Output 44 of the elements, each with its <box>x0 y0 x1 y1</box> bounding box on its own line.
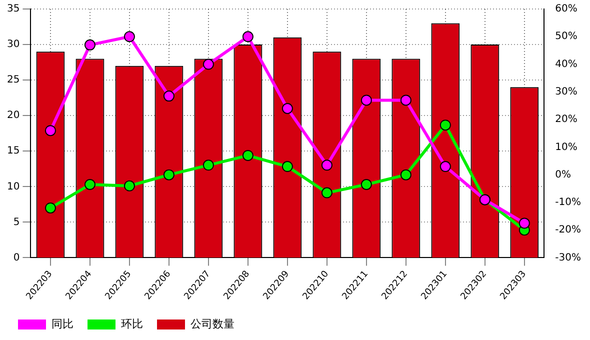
point <box>202 160 214 171</box>
y2-tick-label: -30% <box>555 252 582 264</box>
y2-tick-label: 50% <box>555 31 578 42</box>
point <box>124 31 135 42</box>
y-tick-label: 30 <box>6 39 20 50</box>
point <box>321 160 332 171</box>
point <box>360 94 372 106</box>
y2-tick-label: 20% <box>555 114 578 126</box>
legend-label: 环比 <box>121 317 143 330</box>
y-tick-label: 10 <box>6 181 20 192</box>
point <box>44 125 56 136</box>
y-tick-label: 5 <box>13 216 20 228</box>
point <box>440 120 451 131</box>
point <box>440 161 451 172</box>
legend-label: 同比 <box>52 317 74 330</box>
point <box>242 150 254 161</box>
legend-label: 公司数量 <box>190 317 234 330</box>
point <box>518 218 530 229</box>
point <box>242 31 254 42</box>
point <box>321 187 332 198</box>
y-tick-label: 15 <box>6 146 20 157</box>
y2-tick-label: 30% <box>555 86 578 98</box>
point <box>282 102 293 114</box>
y2-tick-label: -10% <box>555 197 582 208</box>
y-tick-label: 25 <box>6 74 20 86</box>
point <box>202 58 214 70</box>
point <box>44 202 56 214</box>
point <box>400 169 412 180</box>
y2-tick-label: 60% <box>555 4 578 15</box>
y-tick-label: 35 <box>6 4 20 15</box>
y2-tick-label: 40% <box>555 58 578 70</box>
point <box>163 169 174 180</box>
y2-tick-label: -20% <box>555 224 582 236</box>
point <box>84 179 96 190</box>
point <box>282 161 293 172</box>
y2-tick-label: 10% <box>555 142 578 153</box>
point <box>163 90 174 102</box>
point <box>84 39 96 50</box>
point <box>400 94 412 106</box>
y2-tick-label: 0% <box>555 169 572 180</box>
y-tick-label: 20 <box>6 110 20 122</box>
point <box>124 180 135 192</box>
y-tick-label: 0 <box>13 252 20 264</box>
point <box>360 179 372 190</box>
